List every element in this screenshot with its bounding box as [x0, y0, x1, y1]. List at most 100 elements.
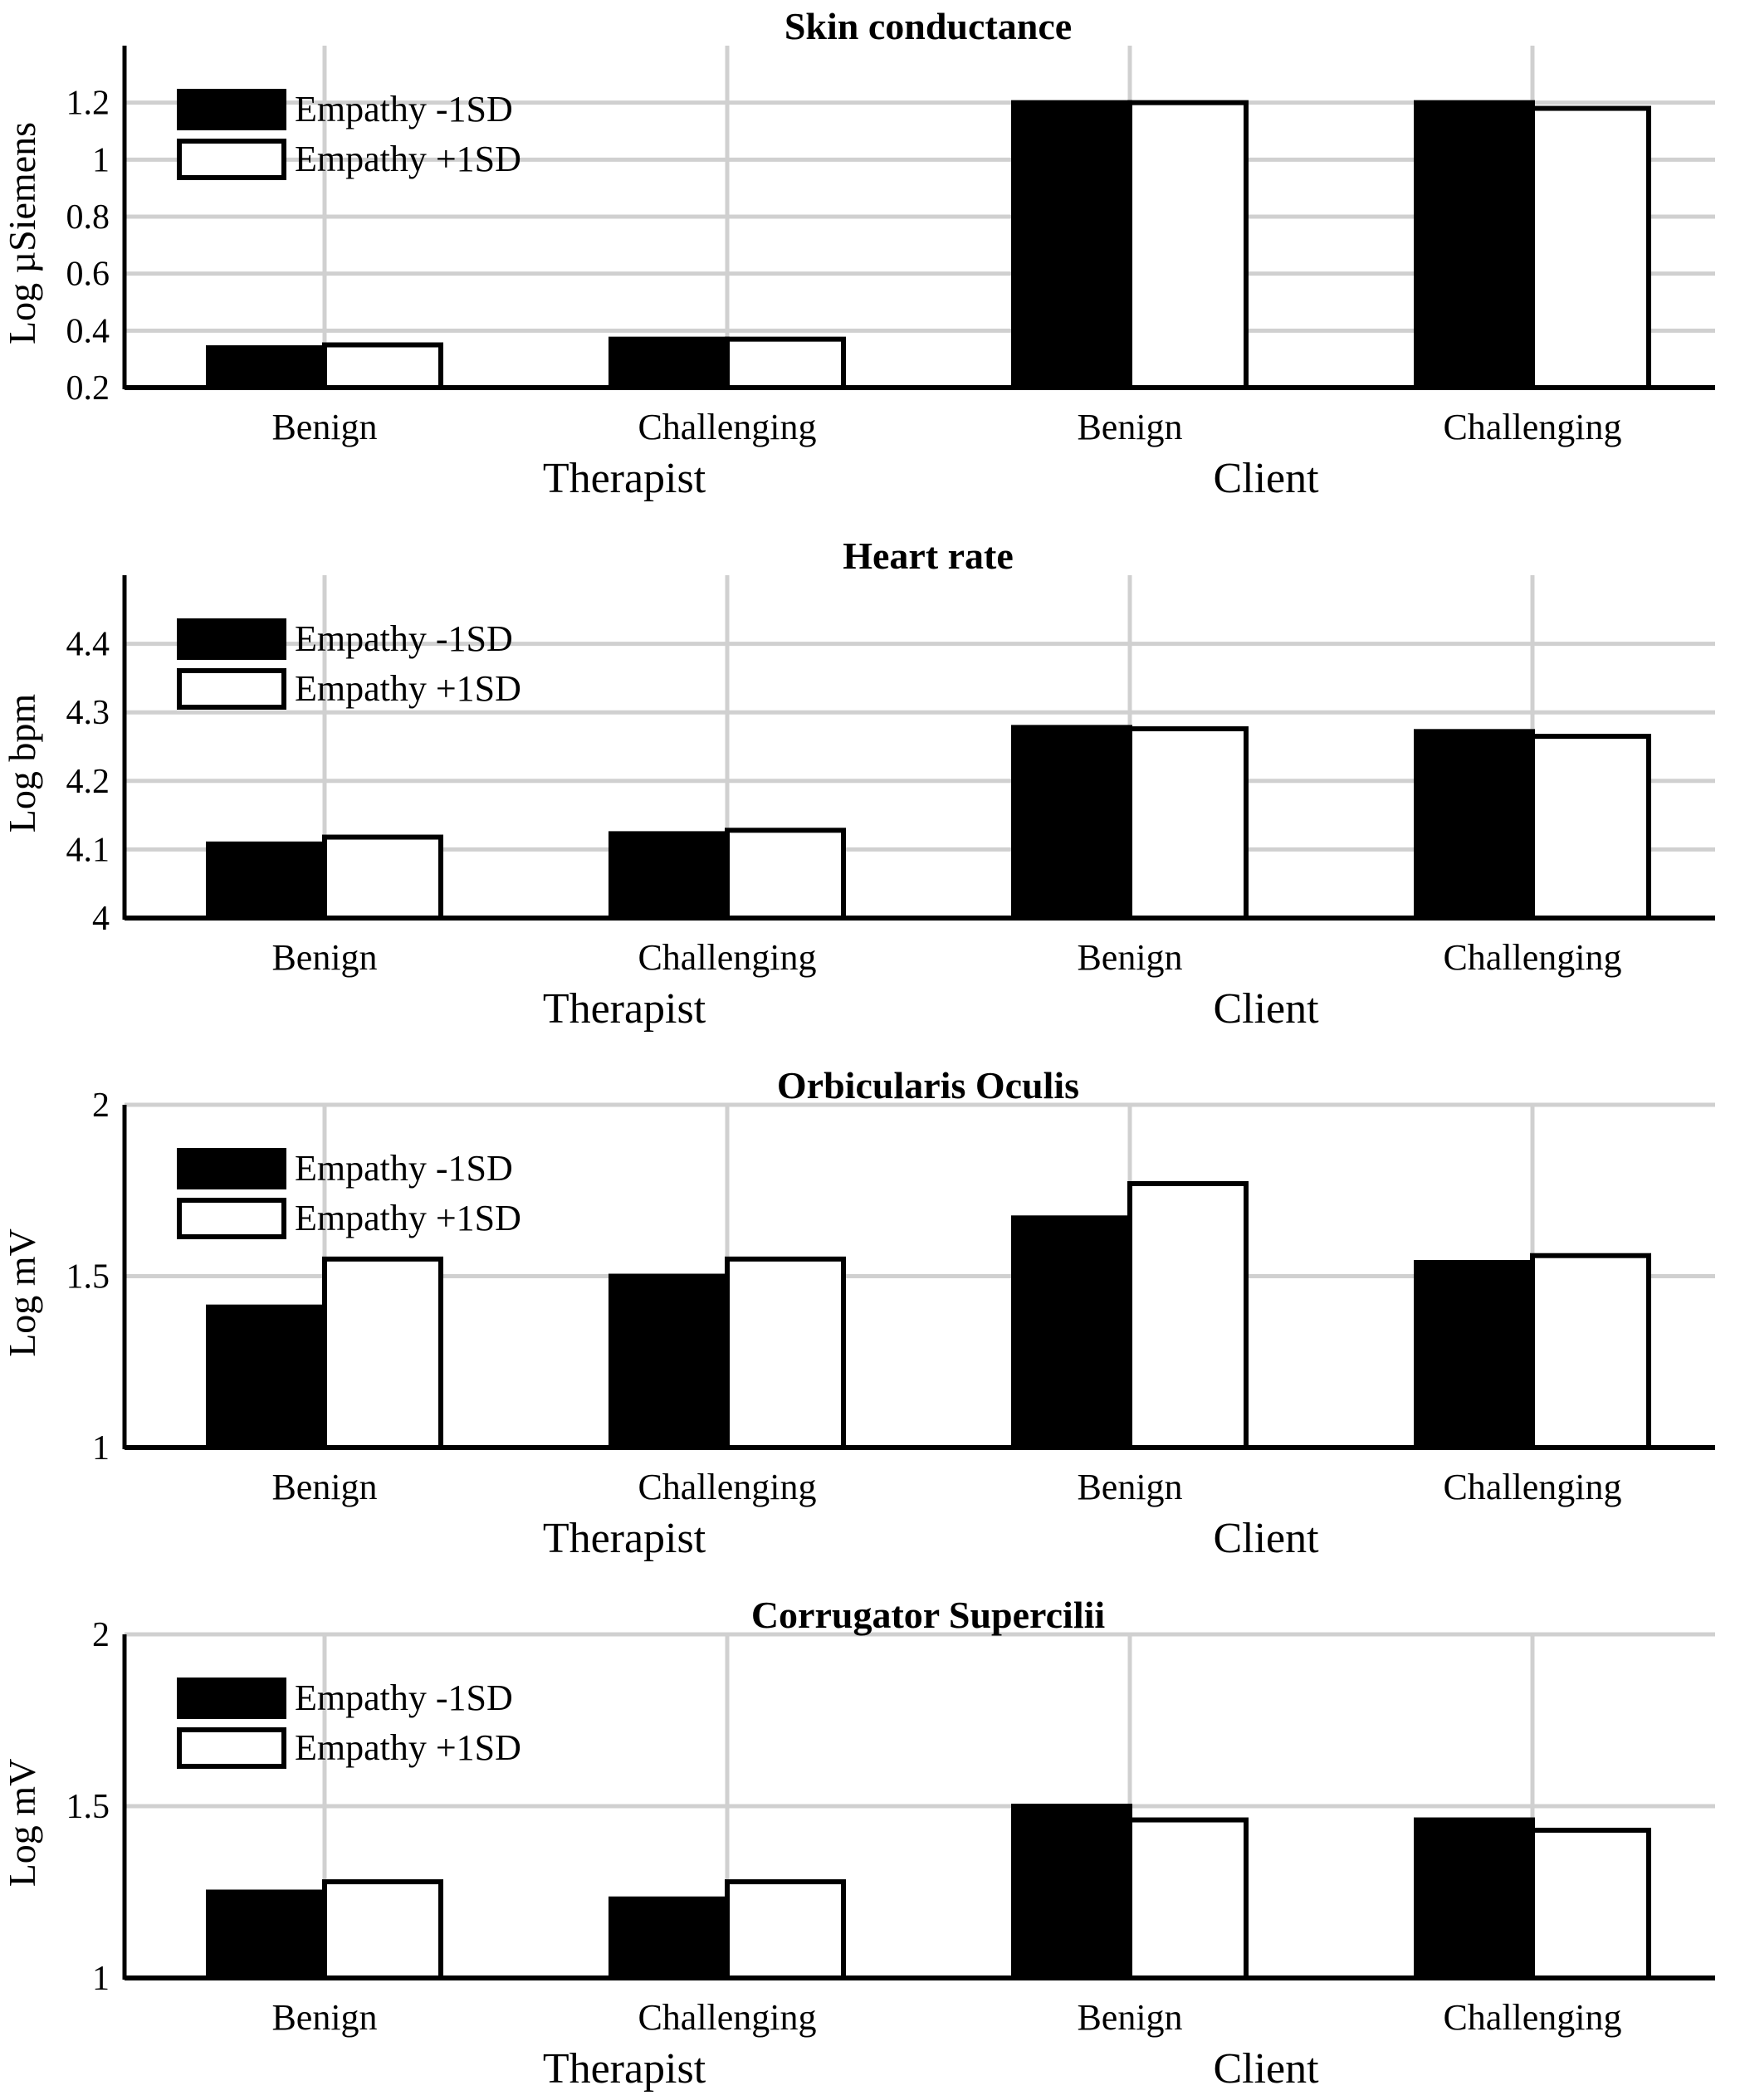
- legend-swatch-minus1sd: [177, 1148, 286, 1189]
- bar-plus1sd: [322, 834, 443, 921]
- y-axis-label: Log mV: [1, 1228, 43, 1357]
- legend: Empathy -1SD Empathy +1SD: [177, 1148, 521, 1239]
- bar-plus1sd: [1530, 1827, 1651, 1980]
- legend-swatch-plus1sd: [177, 668, 286, 710]
- legend-label: Empathy +1SD: [295, 1198, 521, 1238]
- bar-minus1sd: [1414, 100, 1535, 391]
- y-tick-label: 4.2: [66, 763, 110, 801]
- panel-4: 1 1.5 2 Corrugator Supercilii Log mV Benign Ch…: [1, 1594, 1715, 2093]
- bar-plus1sd: [322, 342, 443, 390]
- y-axis-label: Log bpm: [1, 694, 43, 833]
- y-tick-label: 4.4: [66, 626, 110, 664]
- legend-swatch-minus1sd: [177, 1678, 286, 1719]
- legend-label: Empathy -1SD: [295, 1678, 513, 1718]
- bar-minus1sd: [609, 831, 730, 921]
- bar-plus1sd: [1127, 726, 1249, 921]
- group-label: Therapist: [543, 985, 706, 1033]
- chart-title: Skin conductance: [784, 5, 1072, 47]
- bar-minus1sd: [1414, 1817, 1535, 1981]
- group-label: Therapist: [543, 455, 706, 502]
- y-tick-label: 1.5: [66, 1788, 110, 1826]
- legend-swatch-plus1sd: [177, 1727, 286, 1769]
- category-label: Benign: [271, 1467, 377, 1507]
- category-label: Benign: [271, 1997, 377, 2038]
- y-tick-label: 1.5: [66, 1258, 110, 1297]
- y-tick-label: 2: [92, 1087, 110, 1125]
- bar-plus1sd: [322, 1879, 443, 1981]
- bar-minus1sd: [206, 841, 327, 921]
- legend-swatch-plus1sd: [177, 139, 286, 180]
- y-tick-label: 1: [92, 1429, 110, 1468]
- category-label: Challenging: [638, 1467, 816, 1507]
- legend-label: Empathy +1SD: [295, 1727, 521, 1768]
- legend: Empathy -1SD Empathy +1SD: [177, 89, 521, 180]
- category-label: Challenging: [638, 407, 816, 447]
- legend-swatch-plus1sd: [177, 1198, 286, 1239]
- bar-minus1sd: [206, 1889, 327, 1980]
- group-label: Client: [1213, 1515, 1319, 1562]
- legend: Empathy -1SD Empathy +1SD: [177, 1678, 521, 1769]
- bar-plus1sd: [725, 1879, 846, 1981]
- category-label: Benign: [1077, 1997, 1182, 2038]
- category-label: Challenging: [638, 937, 816, 978]
- y-tick-label: 2: [92, 1616, 110, 1654]
- bar-plus1sd: [1530, 105, 1651, 391]
- group-label: Client: [1213, 985, 1319, 1033]
- bar-plus1sd: [1127, 1817, 1249, 1981]
- legend-swatch-minus1sd: [177, 618, 286, 660]
- group-label: Therapist: [543, 1515, 706, 1562]
- legend-label: Empathy -1SD: [295, 618, 513, 659]
- panel-3: 1 1.5 2 Orbicularis Oculis Log mV Benign Chall…: [1, 1064, 1715, 1562]
- bar-minus1sd: [1414, 1259, 1535, 1450]
- bar-minus1sd: [1414, 729, 1535, 921]
- panel-1: 0.2 0.4 0.6 0.8 1 1.2 Skin conductance Log µSie…: [1, 5, 1715, 502]
- category-label: Benign: [1077, 407, 1182, 447]
- group-label: Client: [1213, 2045, 1319, 2093]
- category-label: Challenging: [1443, 1997, 1621, 2038]
- category-label: Benign: [1077, 937, 1182, 978]
- category-label: Challenging: [1443, 937, 1621, 978]
- y-tick-label: 0.6: [66, 256, 110, 294]
- y-axis-label: Log mV: [1, 1759, 43, 1888]
- y-tick-label: 0.8: [66, 198, 110, 237]
- bar-minus1sd: [1011, 1215, 1132, 1451]
- y-tick-label: 1: [92, 1960, 110, 1998]
- chart-title: Heart rate: [843, 535, 1014, 577]
- y-tick-label: 0.2: [66, 369, 110, 408]
- chart-title: Corrugator Supercilii: [751, 1594, 1106, 1636]
- legend: Empathy -1SD Empathy +1SD: [177, 618, 521, 710]
- bar-minus1sd: [206, 1304, 327, 1451]
- bar-plus1sd: [1127, 100, 1249, 391]
- legend-swatch-minus1sd: [177, 89, 286, 130]
- bar-minus1sd: [1011, 725, 1132, 921]
- bar-plus1sd: [725, 1256, 846, 1450]
- legend-label: Empathy -1SD: [295, 1148, 513, 1189]
- bar-plus1sd: [322, 1256, 443, 1450]
- legend-label: Empathy +1SD: [295, 668, 521, 709]
- bar-plus1sd: [1530, 734, 1651, 921]
- category-label: Challenging: [1443, 407, 1621, 447]
- group-label: Therapist: [543, 2045, 706, 2093]
- y-tick-label: 0.4: [66, 312, 110, 350]
- y-axis-label: Log µSiemens: [1, 122, 43, 344]
- bar-minus1sd: [1011, 100, 1132, 391]
- y-tick-label: 1.2: [66, 85, 110, 123]
- category-label: Challenging: [1443, 1467, 1621, 1507]
- bar-minus1sd: [206, 344, 327, 390]
- y-tick-label: 4.1: [66, 831, 110, 869]
- bar-minus1sd: [1011, 1804, 1132, 1980]
- chart-title: Orbicularis Oculis: [777, 1064, 1079, 1106]
- y-tick-label: 1: [92, 141, 110, 179]
- bar-plus1sd: [725, 336, 846, 390]
- legend-label: Empathy -1SD: [295, 89, 513, 129]
- bar-minus1sd: [609, 336, 730, 390]
- category-label: Challenging: [638, 1997, 816, 2038]
- panel-2: 4 4.1 4.2 4.3 4.4 Heart rate Log bpm Benign Chal…: [1, 535, 1715, 1033]
- category-label: Benign: [271, 407, 377, 447]
- bar-minus1sd: [609, 1273, 730, 1450]
- bar-plus1sd: [1530, 1253, 1651, 1450]
- category-label: Benign: [271, 937, 377, 978]
- group-label: Client: [1213, 455, 1319, 502]
- bar-plus1sd: [1127, 1180, 1249, 1450]
